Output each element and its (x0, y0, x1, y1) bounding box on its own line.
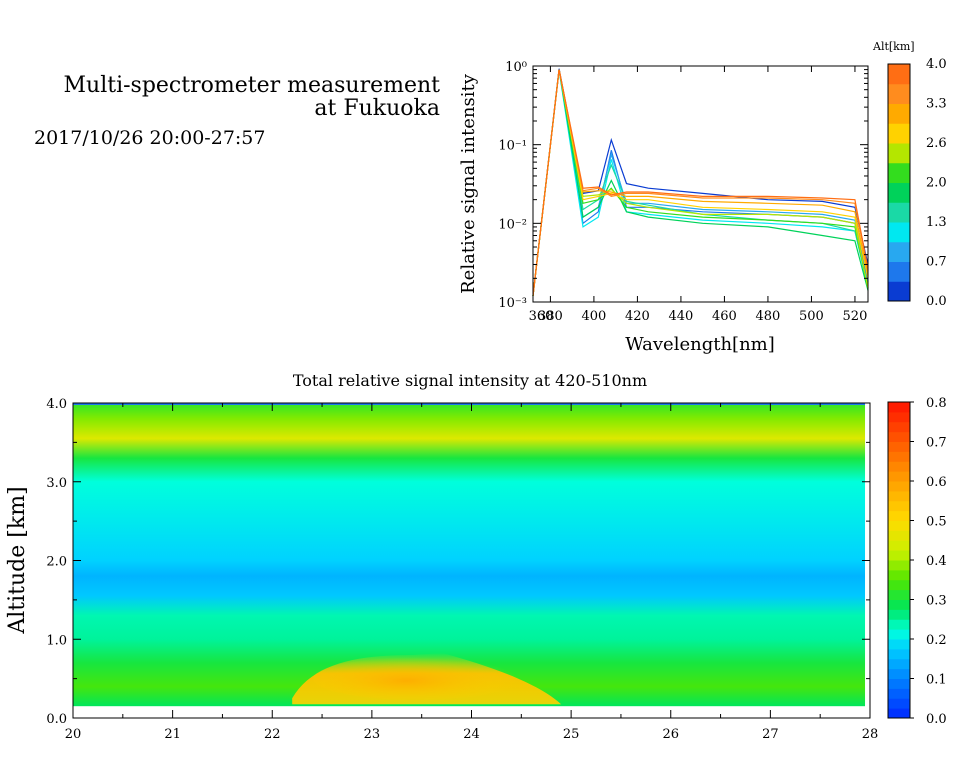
spectrum-series-line-1 (532, 68, 869, 296)
spectrum-series-line-8 (532, 69, 869, 296)
main-title-line2: at Fukuoka (314, 96, 440, 121)
spectrum-x-tick-label: 440 (669, 309, 694, 324)
altitude-colorbar-swatch (888, 261, 910, 282)
measurement-datetime: 2017/10/26 20:00-27:57 (34, 127, 266, 149)
spectrum-series-group (532, 68, 869, 296)
spectrum-series-line-3 (532, 70, 869, 296)
altitude-colorbar-label: 1.3 (926, 215, 947, 230)
spectrum-x-tick-label: 360 (529, 309, 554, 324)
spectrum-series-line-2 (532, 69, 869, 296)
spectrum-x-tick-label: 480 (756, 309, 781, 324)
altitude-colorbar-swatch (888, 103, 910, 124)
altitude-colorbar: 4.0 3.3 2.6 2.0 1.3 0.7 0.0 (887, 57, 947, 309)
spectrum-series-line-9 (532, 69, 869, 296)
spectrum-series-line-5 (532, 69, 869, 296)
altitude-colorbar-label: 4.0 (926, 57, 947, 72)
altitude-colorbar-swatch (888, 162, 910, 183)
altitude-colorbar-label: 0.7 (926, 255, 947, 270)
spectrum-x-tick-label: 420 (625, 309, 650, 324)
altitude-colorbar-frame (887, 63, 911, 302)
spectrum-x-axis-title: Wavelength[nm] (625, 334, 775, 355)
spectrum-x-tick-label: 380 (538, 309, 563, 324)
spectrum-y-tick-label: 10⁻¹ (498, 139, 527, 154)
spectrum-x-tick-label: 520 (843, 309, 868, 324)
spectrum-series-line-4 (532, 69, 869, 296)
altitude-colorbar-swatch (888, 182, 910, 203)
altitude-colorbar-label: 2.0 (926, 176, 947, 191)
spectrum-series-line-0 (532, 68, 869, 296)
spectrum-series-line-11 (532, 69, 869, 296)
altitude-colorbar-title: Alt[km] (872, 40, 915, 53)
altitude-colorbar-swatch (888, 64, 910, 85)
spectrum-y-tick-label: 10⁻³ (498, 296, 527, 311)
altitude-colorbar-label: 0.0 (926, 294, 947, 309)
altitude-colorbar-swatch (888, 143, 910, 164)
altitude-colorbar-swatch (888, 83, 910, 104)
spectrum-series-line-10 (532, 69, 869, 296)
altitude-colorbar-swatch (888, 241, 910, 262)
spectrum-plot-frame (532, 65, 869, 303)
altitude-colorbar-swatch (888, 222, 910, 243)
spectrum-y-tick-label: 10⁻² (498, 217, 527, 232)
spectrum-x-tick-label: 400 (581, 309, 606, 324)
spectrum-y-tick-label: 10⁰ (505, 60, 527, 75)
spectrum-series-line-6 (532, 69, 869, 296)
spectrum-y-axis-title: Relative signal intensity (458, 73, 479, 294)
main-title-line1: Multi-spectrometer measurement (63, 73, 441, 98)
altitude-colorbar-label: 3.3 (926, 97, 947, 112)
altitude-colorbar-label: 2.6 (926, 136, 947, 151)
spectrum-x-tick-label: 460 (712, 309, 737, 324)
spectrum-series-line-7 (532, 69, 869, 296)
altitude-colorbar-swatch (888, 123, 910, 144)
altitude-colorbar-swatch (888, 202, 910, 223)
spectrum-x-tick-label: 500 (799, 309, 824, 324)
altitude-colorbar-swatch (888, 281, 910, 302)
